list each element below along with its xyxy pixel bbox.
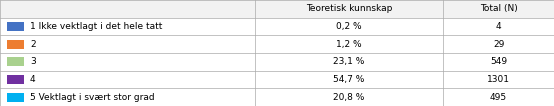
Bar	[0, 53, 554, 71]
Text: 2: 2	[30, 40, 35, 49]
Text: 54,7 %: 54,7 %	[334, 75, 365, 84]
Bar	[0, 71, 554, 88]
Text: Teoretisk kunnskap: Teoretisk kunnskap	[306, 4, 392, 13]
Text: Total (N): Total (N)	[480, 4, 517, 13]
Text: 0,2 %: 0,2 %	[336, 22, 362, 31]
Text: 29: 29	[493, 40, 504, 49]
Bar	[0, 0, 554, 18]
Text: 4: 4	[496, 22, 501, 31]
Bar	[7, 75, 24, 84]
Bar	[7, 93, 24, 102]
Bar	[7, 40, 24, 49]
Bar	[0, 35, 554, 53]
Bar	[0, 18, 554, 35]
Bar	[7, 57, 24, 66]
Text: 4: 4	[30, 75, 35, 84]
Bar	[0, 88, 554, 106]
Text: 1,2 %: 1,2 %	[336, 40, 362, 49]
Text: 1 Ikke vektlagt i det hele tatt: 1 Ikke vektlagt i det hele tatt	[30, 22, 162, 31]
Text: 1301: 1301	[487, 75, 510, 84]
Text: 23,1 %: 23,1 %	[334, 57, 365, 66]
Text: 20,8 %: 20,8 %	[334, 93, 365, 102]
Text: 3: 3	[30, 57, 35, 66]
Text: 549: 549	[490, 57, 507, 66]
Text: 5 Vektlagt i svært stor grad: 5 Vektlagt i svært stor grad	[30, 93, 155, 102]
Bar	[7, 22, 24, 31]
Text: 495: 495	[490, 93, 507, 102]
